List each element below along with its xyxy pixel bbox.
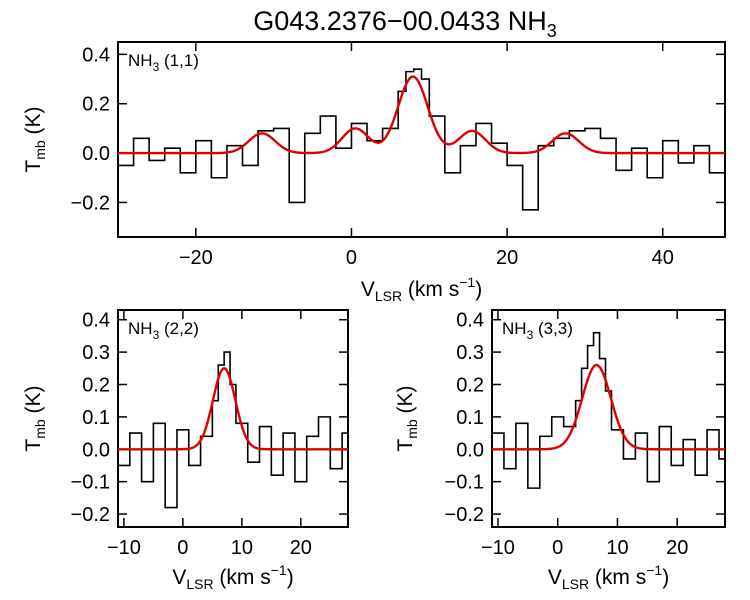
x-tick-label: 0 — [552, 537, 563, 559]
y-tick-label: 0.0 — [456, 439, 484, 461]
y-tick-label: 0.1 — [82, 407, 110, 429]
x-tick-label: 0 — [177, 537, 188, 559]
y-tick-label: −0.1 — [445, 472, 484, 494]
observed-spectrum — [118, 68, 725, 211]
x-tick-label: 20 — [496, 247, 518, 269]
x-tick-label: 20 — [666, 537, 688, 559]
y-tick-label: −0.2 — [71, 504, 110, 526]
x-tick-label: 40 — [652, 247, 674, 269]
y-axis-title: Tmb (K) — [22, 106, 48, 172]
x-tick-label: −10 — [107, 537, 141, 559]
plot-frame — [117, 309, 349, 528]
panel-label: NH3 (3,3) — [502, 319, 573, 342]
panel-bottom-left: −10 0 10 20 −0.2 −0.1 0.0 0.1 0.2 0.3 0.4 NH3 (2,2)… — [22, 309, 349, 592]
figure-title: G043.2376−00.0433 NH3 — [253, 6, 557, 41]
plot-frame — [491, 309, 726, 528]
y-tick-label: −0.1 — [71, 472, 110, 494]
fit-curve — [492, 363, 725, 451]
y-tick-label: 0.2 — [82, 94, 110, 116]
x-tick-label: −20 — [179, 247, 213, 269]
y-tick-label: 0.4 — [82, 310, 110, 332]
observed-spectrum — [492, 331, 725, 489]
y-tick-label: 0.0 — [82, 143, 110, 165]
y-axis-title: Tmb (K) — [22, 385, 48, 451]
y-tick-label: 0.3 — [82, 342, 110, 364]
y-tick-label: −0.2 — [445, 504, 484, 526]
fit-curve — [118, 367, 348, 451]
x-tick-label: 20 — [290, 537, 312, 559]
figure-title-subscript: 3 — [547, 21, 557, 41]
panel-top: −20 0 20 40 −0.2 0.0 0.2 0.4 NH3 (1,1) VLSR (km s… — [22, 41, 726, 304]
x-tick-label: 10 — [231, 537, 253, 559]
x-tick-label: −10 — [481, 537, 515, 559]
x-axis-title: VLSR (km s−1) — [172, 562, 293, 592]
panel-label: NH3 (1,1) — [128, 51, 199, 74]
y-tick-label: 0.0 — [82, 439, 110, 461]
y-tick-label: 0.2 — [456, 374, 484, 396]
y-tick-label: 0.4 — [82, 44, 110, 66]
x-axis-title: VLSR (km s−1) — [361, 274, 482, 304]
y-axis-title: Tmb (K) — [394, 385, 420, 451]
plot-frame — [117, 41, 726, 238]
y-tick-label: 0.4 — [456, 310, 484, 332]
y-tick-label: 0.3 — [456, 342, 484, 364]
x-axis-title: VLSR (km s−1) — [548, 562, 669, 592]
fit-curve — [118, 75, 725, 155]
y-tick-label: 0.2 — [82, 374, 110, 396]
panel-bottom-right: −10 0 10 20 −0.2 −0.1 0.0 0.1 0.2 0.3 0.4 NH3 (3,3)… — [394, 309, 726, 592]
panel-label: NH3 (2,2) — [128, 319, 199, 342]
y-tick-label: 0.1 — [456, 407, 484, 429]
x-tick-label: 10 — [606, 537, 628, 559]
observed-spectrum — [118, 351, 348, 509]
x-tick-label: 0 — [346, 247, 357, 269]
y-tick-label: −0.2 — [71, 192, 110, 214]
